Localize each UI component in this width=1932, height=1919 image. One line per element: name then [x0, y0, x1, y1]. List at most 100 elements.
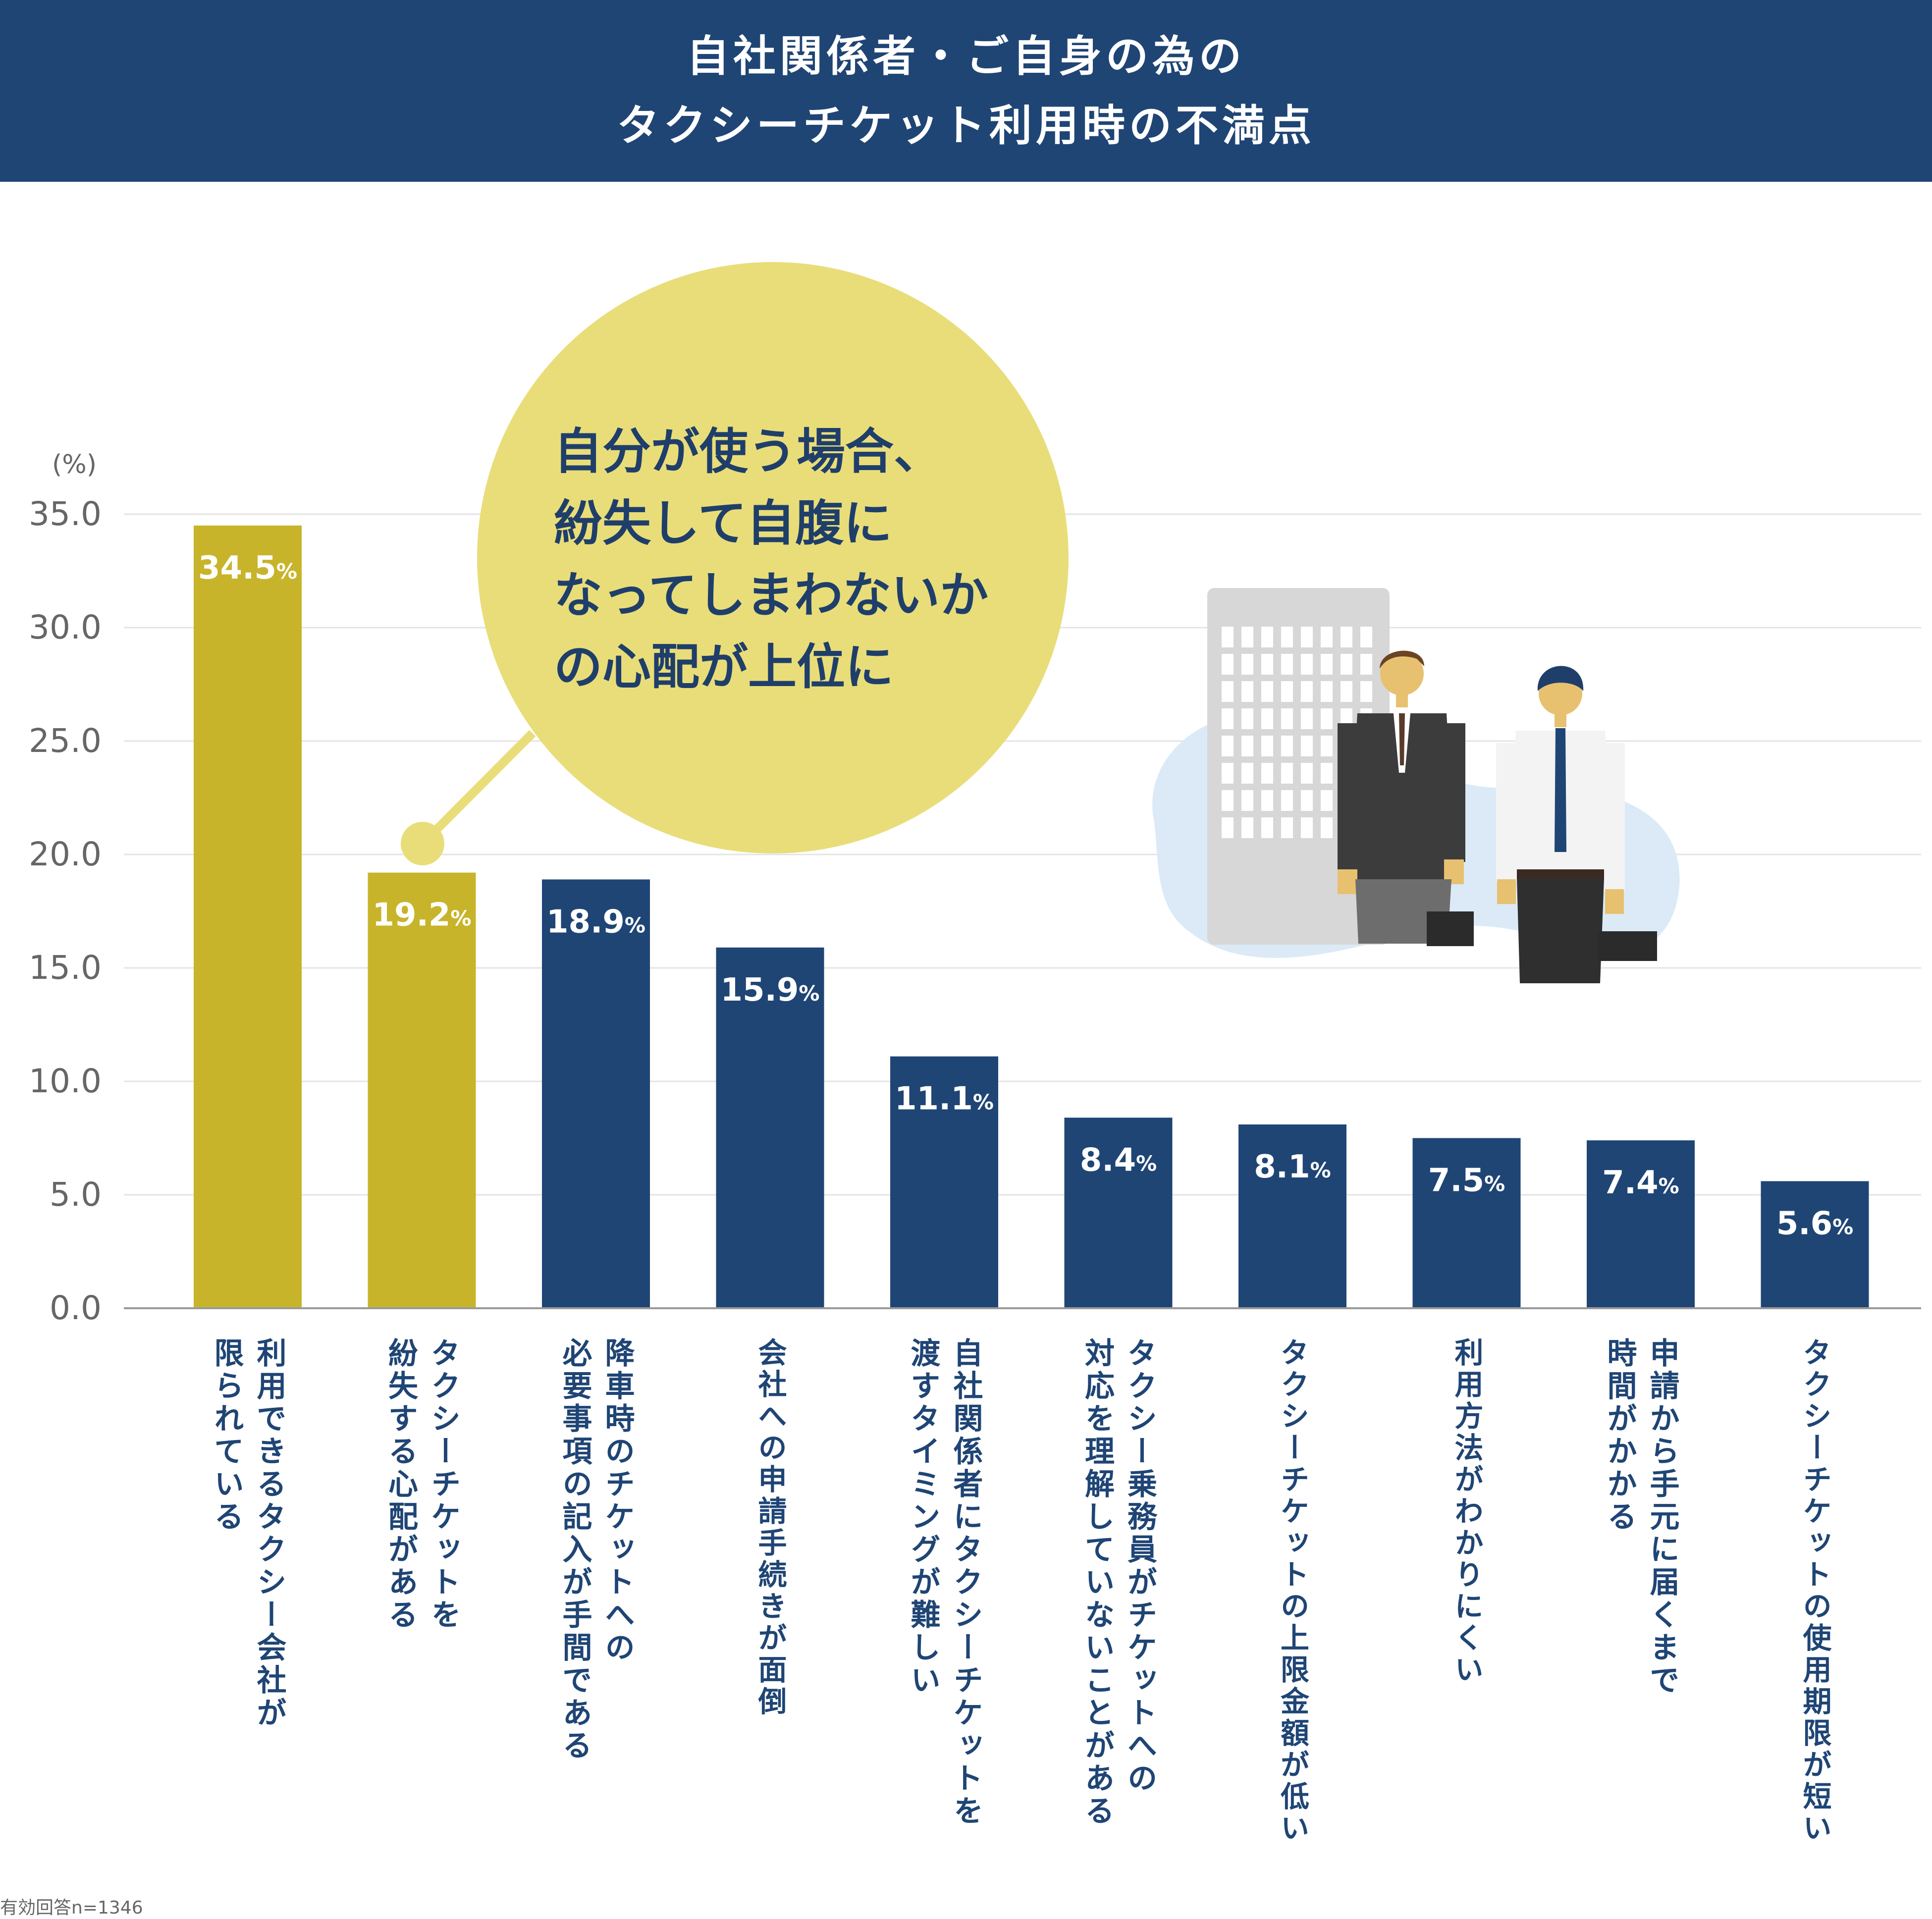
category-label: 対応を理解していないことがある [1080, 1337, 1115, 1828]
bar-value-label: 5.6% [1776, 1206, 1853, 1242]
y-tick-label: 15.0 [29, 949, 102, 987]
y-tick-label: 10.0 [29, 1062, 102, 1100]
businessman-right-icon [1496, 666, 1657, 983]
window [1360, 681, 1372, 702]
bar-value-unit: % [973, 1090, 994, 1115]
bar-value-unit: % [1832, 1215, 1853, 1239]
bar [1412, 1138, 1521, 1308]
callout-text-line: 自分が使う場合、 [554, 424, 942, 480]
window [1222, 681, 1234, 702]
window [1301, 708, 1313, 729]
header-banner: 自社関係者・ご自身の為の タクシーチケット利用時の不満点 [0, 0, 1932, 182]
window [1241, 627, 1253, 647]
window [1360, 627, 1372, 647]
window [1321, 627, 1333, 647]
window [1222, 736, 1234, 756]
bar-value-unit: % [1659, 1174, 1679, 1198]
bar [1587, 1140, 1695, 1308]
category-label: 申請から手元に届くまで [1645, 1337, 1679, 1697]
window [1261, 736, 1273, 756]
window [1301, 817, 1313, 838]
window [1261, 763, 1273, 784]
window [1301, 736, 1313, 756]
window [1341, 654, 1352, 675]
window [1241, 708, 1253, 729]
bar [890, 1056, 998, 1308]
window [1241, 681, 1253, 702]
window [1261, 654, 1273, 675]
window [1281, 681, 1293, 702]
category-label: 渡すタイミングが難しい [906, 1337, 940, 1697]
window [1301, 627, 1313, 647]
bar [1238, 1124, 1346, 1308]
category-label: 降車時のチケットへの [600, 1337, 635, 1664]
window [1241, 654, 1253, 675]
category-label: 時間がかかる [1602, 1337, 1637, 1534]
window [1321, 790, 1333, 811]
y-tick-label: 35.0 [29, 495, 102, 533]
callout-text-line: 紛失して自腹に [554, 495, 892, 552]
callout-text-line: の心配が上位に [554, 639, 894, 695]
category-label: 会社への申請手続きが面倒 [753, 1337, 788, 1718]
business-people-illustration [1152, 588, 1680, 983]
category-label: 紛失する心配がある [383, 1337, 418, 1632]
window [1281, 817, 1293, 838]
y-tick-label: 5.0 [50, 1175, 102, 1214]
window [1321, 817, 1333, 838]
window [1222, 763, 1234, 784]
window [1301, 681, 1313, 702]
window [1341, 681, 1352, 702]
businessman-left-icon [1338, 650, 1474, 946]
window [1281, 790, 1293, 811]
bar [368, 872, 476, 1308]
window [1261, 681, 1273, 702]
callout-pointer [419, 730, 536, 847]
category-label: 利用できるタクシー会社が [252, 1337, 286, 1730]
category-label: タクシー乗務員がチケットへの [1123, 1337, 1157, 1795]
axis: 0.0 5.0 10.0 15.0 20.0 25.0 30.0 35.0 (%) [29, 450, 1921, 1327]
callout-circle [477, 262, 1069, 853]
window [1222, 654, 1234, 675]
window [1241, 736, 1253, 756]
y-tick-label: 0.0 [50, 1289, 102, 1327]
y-axis-unit-label: (%) [52, 450, 97, 480]
window [1321, 763, 1333, 784]
window [1241, 763, 1253, 784]
callout-text-line: なってしまわないか [554, 567, 988, 624]
bar-value-label: 34.5% [198, 550, 297, 586]
bar [194, 525, 302, 1308]
bar-value-unit: % [276, 559, 297, 584]
bar [1761, 1181, 1869, 1308]
window [1281, 627, 1293, 647]
bar [1064, 1118, 1173, 1308]
response-count-note: 有効回答n=1346 [0, 1898, 143, 1918]
window [1261, 817, 1273, 838]
window [1222, 817, 1234, 838]
window [1241, 817, 1253, 838]
bar-value-unit: % [799, 981, 819, 1006]
window [1281, 763, 1293, 784]
bar-value-unit: % [1136, 1151, 1157, 1175]
window [1281, 708, 1293, 729]
window [1321, 654, 1333, 675]
bar-value-unit: % [1484, 1172, 1505, 1196]
y-tick-label: 25.0 [29, 722, 102, 760]
window [1241, 790, 1253, 811]
window [1360, 654, 1372, 675]
bar-value-unit: % [625, 913, 645, 937]
category-label: 限られている [209, 1337, 244, 1534]
window [1321, 708, 1333, 729]
window [1261, 627, 1273, 647]
window [1261, 708, 1273, 729]
category-label: 必要事項の記入が手間である [557, 1337, 592, 1762]
category-label: タクシーチケットの使用期限が短い [1798, 1337, 1832, 1845]
category-label: タクシーチケットを [426, 1337, 461, 1632]
title-line-2: タクシーチケット利用時の不満点 [617, 101, 1315, 151]
window [1222, 627, 1234, 647]
window [1301, 763, 1313, 784]
bar [542, 879, 650, 1308]
window [1301, 790, 1313, 811]
